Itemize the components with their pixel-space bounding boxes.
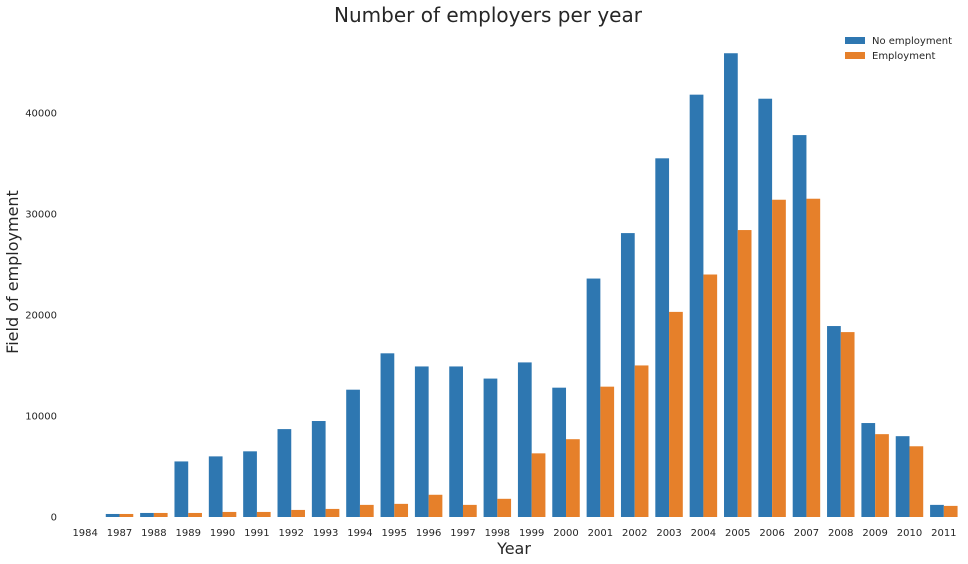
bar-no-employment-1999 [517,362,532,517]
x-tick-label: 2006 [759,528,784,539]
x-tick-label: 2007 [794,528,819,539]
bar-no-employment-1991 [243,451,257,517]
bar-employment-1997 [462,504,477,517]
bar-no-employment-2000 [552,387,567,517]
x-tick-label: 2000 [553,528,578,539]
legend-label-0: No employment [872,36,952,47]
bar-employment-1996 [428,494,443,517]
bar-employment-1998 [497,498,512,517]
x-tick-label: 1996 [416,528,441,539]
x-tick-label: 2009 [862,528,887,539]
x-axis-ticks: 1984 1987 1988 1989 1990 1991 1992 1993 1994 1995… [72,528,956,539]
legend: No employment Employment [845,36,952,62]
x-tick-label: 2003 [656,528,681,539]
x-tick-label: 2004 [691,528,716,539]
x-tick-label: 1993 [313,528,338,539]
bar-no-employment-1996 [414,366,429,517]
bar-employment-2000 [566,439,580,517]
bar-employment-1990 [222,511,237,517]
x-tick-label: 1989 [175,528,200,539]
bar-employment-2001 [600,386,615,517]
bar-employment-2008 [840,332,855,517]
x-tick-label: 2011 [931,528,956,539]
bar-no-employment-1992 [277,429,292,517]
bar-no-employment-2008 [827,326,841,517]
bar-employment-1989 [188,512,202,517]
y-tick-label: 10000 [25,411,57,422]
bar-no-employment-1995 [380,353,395,517]
bar-employment-1995 [394,503,409,517]
x-tick-label: 1998 [485,528,510,539]
bar-no-employment-1998 [483,378,498,517]
x-tick-label: 1999 [519,528,544,539]
y-tick-label: 0 [51,513,57,524]
x-tick-label: 1984 [72,528,97,539]
x-tick-label: 1995 [382,528,407,539]
bar-employment-2010 [909,446,924,517]
bar-no-employment-2005 [724,53,738,518]
bar-no-employment-2007 [792,135,807,517]
bars [105,53,958,518]
x-tick-label: 2010 [897,528,922,539]
legend-swatch-0 [845,37,865,44]
bar-employment-1992 [291,509,305,517]
bar-employment-2004 [703,274,718,517]
legend-label-1: Employment [872,51,935,62]
y-tick-label: 40000 [25,108,57,119]
bar-employment-2005 [737,230,752,518]
x-axis-label: Year [496,539,531,558]
y-tick-label: 30000 [25,209,57,220]
bar-no-employment-2006 [758,98,773,518]
bar-no-employment-1994 [346,389,360,517]
bar-no-employment-1987 [105,513,120,517]
bar-no-employment-2001 [586,278,601,517]
bar-no-employment-1993 [311,421,326,517]
bar-employment-2003 [669,311,683,517]
bar-employment-1987 [119,513,134,517]
bar-no-employment-2003 [655,158,670,517]
bar-no-employment-1988 [140,512,154,517]
x-tick-label: 1992 [279,528,304,539]
bar-no-employment-2010 [895,436,910,517]
x-tick-label: 2005 [725,528,750,539]
bar-no-employment-2002 [620,233,635,517]
bar-no-employment-1989 [174,461,189,517]
bar-employment-2011 [943,505,958,517]
bar-employment-1993 [325,508,340,517]
bar-employment-1991 [256,511,271,517]
bar-employment-1988 [153,512,168,517]
bar-no-employment-1990 [208,456,223,517]
x-tick-label: 1994 [347,528,372,539]
bar-employment-1999 [531,453,546,517]
x-tick-label: 2001 [588,528,613,539]
legend-swatch-1 [845,52,865,59]
chart-title: Number of employers per year [334,3,643,27]
x-tick-label: 1997 [450,528,475,539]
y-axis-label: Field of employment [3,190,22,354]
bar-no-employment-2004 [689,94,704,517]
bar-no-employment-2009 [861,423,876,517]
bar-employment-2002 [634,365,649,517]
bar-no-employment-1997 [449,366,463,517]
bar-employment-2009 [875,434,889,517]
x-tick-label: 2002 [622,528,647,539]
x-tick-label: 1987 [107,528,132,539]
x-tick-label: 2008 [828,528,853,539]
y-axis-ticks: 0 10000 20000 30000 40000 [25,108,57,523]
bar-no-employment-2011 [930,504,944,517]
x-tick-label: 1991 [244,528,269,539]
x-tick-label: 1988 [141,528,166,539]
y-tick-label: 20000 [25,310,57,321]
x-tick-label: 1990 [210,528,235,539]
bar-employment-2006 [772,199,786,518]
bar-employment-2007 [806,198,821,518]
bar-employment-1994 [359,504,374,517]
